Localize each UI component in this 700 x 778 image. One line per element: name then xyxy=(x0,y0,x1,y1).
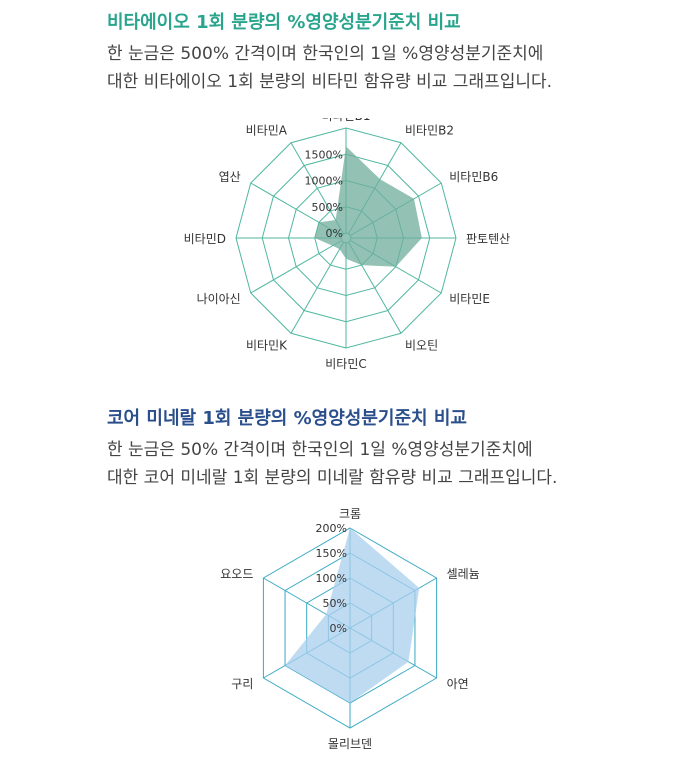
category-label: 비오틴 xyxy=(405,338,438,352)
category-label: 비타민A xyxy=(246,124,288,138)
section-title-mineral: 코어 미네랄 1회 분량의 %영양성분기준치 비교 xyxy=(107,408,467,429)
category-label: 엽산 xyxy=(219,170,241,184)
category-label: 판토텐산 xyxy=(466,232,510,246)
category-label: 아연 xyxy=(447,677,469,691)
section-title-vitamin: 비타에이오 1회 분량의 %영양성분기준치 비교 xyxy=(107,12,461,33)
section-desc-vitamin: 한 눈금은 500% 간격이며 한국인의 1일 %영양성분기준치에 대한 비타에… xyxy=(107,40,552,96)
category-label: 비타민C xyxy=(325,357,367,371)
tick-label: 150% xyxy=(316,547,347,560)
data-area xyxy=(285,528,420,703)
category-label: 비타민B6 xyxy=(449,170,498,184)
category-label: 비타민K xyxy=(246,338,288,352)
tick-label: 1500% xyxy=(305,148,343,161)
category-label: 비타민B1 xyxy=(322,118,371,123)
category-label: 크롬 xyxy=(339,507,361,521)
spoke-line xyxy=(290,242,344,334)
category-label: 요오드 xyxy=(220,567,253,581)
category-label: 나이아신 xyxy=(197,292,241,306)
data-area xyxy=(314,146,422,267)
category-label: 비타민E xyxy=(449,292,490,306)
category-label: 몰리브덴 xyxy=(328,737,372,751)
desc-line-1: 한 눈금은 50% 간격이며 한국인의 1일 %영양성분기준치에 xyxy=(107,440,533,460)
category-label: 셀레늄 xyxy=(447,567,480,581)
category-label: 비타민D xyxy=(184,232,226,246)
spoke-line xyxy=(250,240,342,294)
tick-label: 100% xyxy=(316,572,347,585)
tick-label: 1000% xyxy=(305,175,343,188)
tick-label: 500% xyxy=(312,201,343,214)
desc-line-1: 한 눈금은 500% 간격이며 한국인의 1일 %영양성분기준치에 xyxy=(107,44,544,64)
section-desc-mineral: 한 눈금은 50% 간격이며 한국인의 1일 %영양성분기준치에 대한 코어 미… xyxy=(107,436,557,492)
category-label: 비타민B2 xyxy=(405,124,454,138)
tick-label: 50% xyxy=(323,597,347,610)
tick-label: 0% xyxy=(326,227,343,240)
tick-label: 200% xyxy=(316,522,347,535)
tick-label: 0% xyxy=(330,622,347,635)
desc-line-2: 대한 비타에이오 1회 분량의 비타민 함유량 비교 그래프입니다. xyxy=(107,72,553,92)
category-label: 구리 xyxy=(231,677,253,691)
spoke-line xyxy=(290,142,344,234)
desc-line-2: 대한 코어 미네랄 1회 분량의 미네랄 함유량 비교 그래프입니다. xyxy=(107,468,558,488)
